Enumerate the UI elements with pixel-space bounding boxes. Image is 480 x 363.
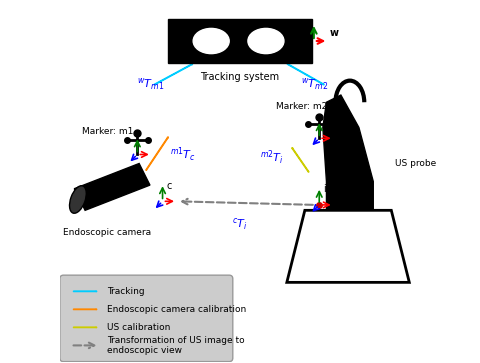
Text: $^wT_{m2}$: $^wT_{m2}$ <box>301 76 328 92</box>
Ellipse shape <box>248 28 284 54</box>
Text: w: w <box>330 28 339 38</box>
Text: Tracking: Tracking <box>107 287 144 296</box>
Text: Transformation of US image to
endoscopic view: Transformation of US image to endoscopic… <box>107 336 244 355</box>
Text: US image: US image <box>324 241 372 251</box>
Text: $^{m1}T_c$: $^{m1}T_c$ <box>170 145 196 164</box>
Polygon shape <box>323 95 373 210</box>
Text: $^wT_{m1}$: $^wT_{m1}$ <box>137 76 165 92</box>
Text: $^{m2}T_i$: $^{m2}T_i$ <box>260 149 284 167</box>
Text: i: i <box>323 184 325 194</box>
Ellipse shape <box>193 28 229 54</box>
Text: US calibration: US calibration <box>107 323 170 332</box>
Polygon shape <box>287 210 409 282</box>
Text: US probe: US probe <box>395 159 436 168</box>
Text: c: c <box>166 180 171 191</box>
Text: Marker: m1: Marker: m1 <box>82 127 133 136</box>
Bar <box>168 19 312 63</box>
Text: Endoscopic camera calibration: Endoscopic camera calibration <box>107 305 246 314</box>
Text: Endoscopic camera: Endoscopic camera <box>63 228 151 237</box>
Text: $^cT_i$: $^cT_i$ <box>232 216 248 232</box>
FancyBboxPatch shape <box>60 275 233 362</box>
Text: Marker: m2: Marker: m2 <box>276 102 327 111</box>
Text: Tracking system: Tracking system <box>201 72 279 82</box>
Polygon shape <box>74 163 150 210</box>
Ellipse shape <box>70 186 86 213</box>
